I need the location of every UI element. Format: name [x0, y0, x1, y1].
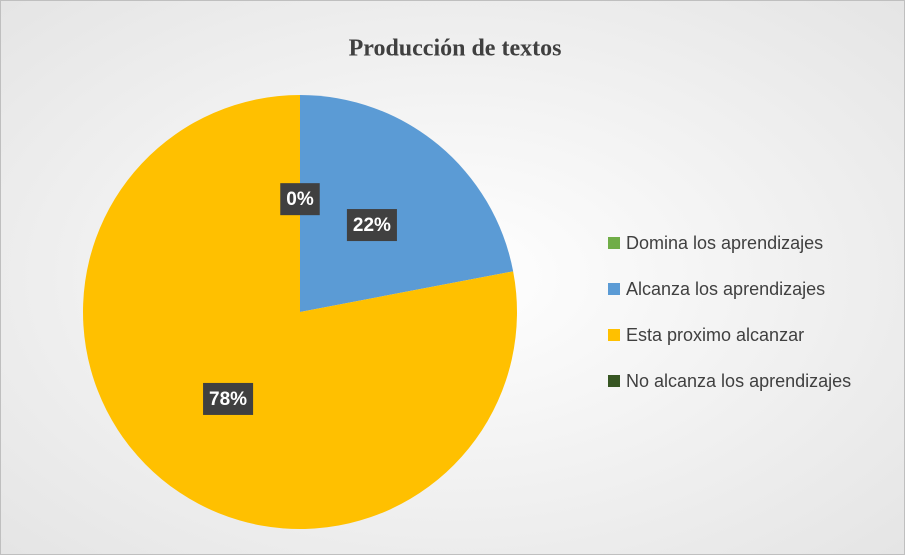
- pie: [82, 95, 517, 529]
- data-label-box: [280, 183, 320, 216]
- pie-slice: [300, 95, 514, 312]
- legend-swatch: [608, 329, 620, 341]
- legend-swatch: [608, 283, 620, 295]
- pie-slice: [82, 95, 517, 529]
- data-label: 22%: [353, 215, 391, 236]
- data-label-box: [203, 382, 254, 415]
- data-label-box: [346, 209, 397, 242]
- legend-label: Alcanza los aprendizajes: [626, 279, 825, 299]
- legend-label: No alcanza los aprendizajes: [626, 371, 851, 391]
- legend-swatch: [608, 237, 620, 249]
- data-label: 78%: [209, 389, 247, 410]
- data-labels: 0% 22% 78%: [203, 183, 397, 415]
- legend-swatch: [608, 375, 620, 387]
- chart-title: Producción de textos: [349, 36, 562, 62]
- legend-label: Domina los aprendizajes: [626, 233, 823, 253]
- data-label: 0%: [286, 189, 314, 210]
- legend-label: Esta proximo alcanzar: [626, 325, 804, 345]
- legend: Domina los aprendizajes Alcanza los apren…: [608, 233, 851, 391]
